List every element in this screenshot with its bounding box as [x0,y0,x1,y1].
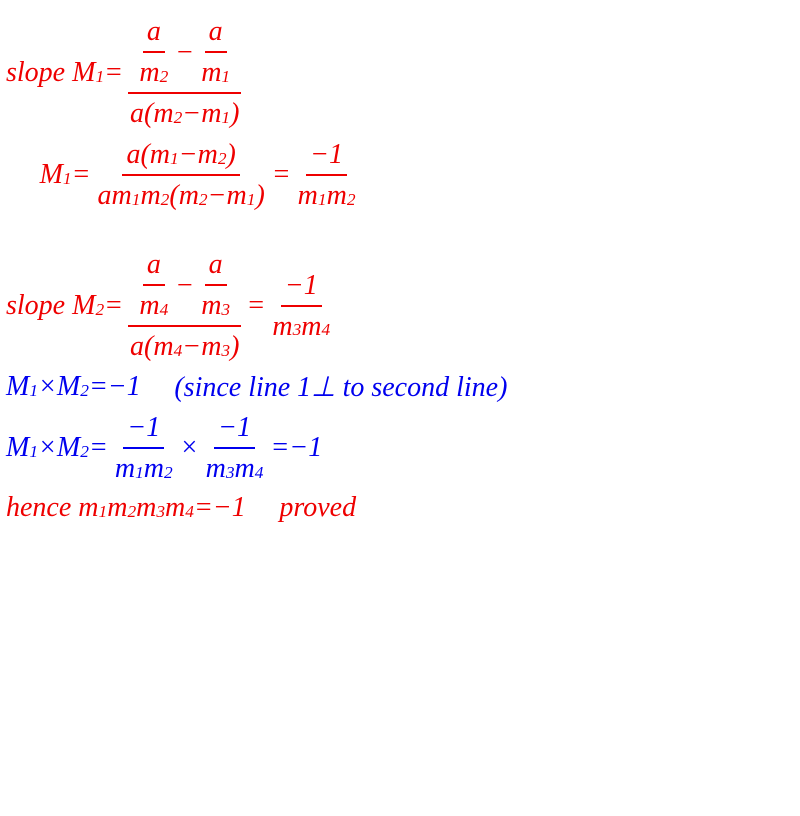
frac-a-m2: a m2 [135,14,172,90]
frac-m2-right: −1 m3m4 [268,268,334,344]
line-slope-m1: slope M1= a m2 − a m1 a(m2−m1) [6,14,794,131]
line-conclusion: hence m1m2m3m4=−1 proved [6,492,794,524]
frac-num: a m2 − a m1 [128,14,241,94]
frac-a-m4: a m4 [135,247,172,323]
eq: = [104,57,123,89]
frac-m1-def: a m2 − a m1 a(m2−m1) [126,14,243,131]
frac-prod-1: −1 m1m2 [111,410,177,486]
frac-a-m3: a m3 [197,247,234,323]
line-product-cond: M1×M2=−1 (since line 1⊥ to second line) [6,370,794,404]
frac-den: a(m2−m1) [126,94,243,131]
frac-m1-left: a(m1−m2) am1m2(m2−m1) [94,137,269,213]
frac-m1-right: −1 m1m2 [294,137,360,213]
perp-explanation: (since line 1⊥ to second line) [174,370,507,404]
line-slope-m2: slope M2= a m4 − a m3 a(m4−m3) = −1 m3m4 [6,247,794,364]
line-product-expand: M1×M2= −1 m1m2 × −1 m3m4 =−1 [6,410,794,486]
frac-a-m1: a m1 [197,14,234,90]
sub-1: 1 [95,67,104,87]
line-m1-simplify: M1= a(m1−m2) am1m2(m2−m1) = −1 m1m2 [6,137,794,213]
proved-text: proved [279,492,356,524]
text-slope: slope M [6,57,95,89]
frac-prod-2: −1 m3m4 [202,410,268,486]
spacer [6,219,794,241]
frac-m2-left: a m4 − a m3 a(m4−m3) [126,247,243,364]
